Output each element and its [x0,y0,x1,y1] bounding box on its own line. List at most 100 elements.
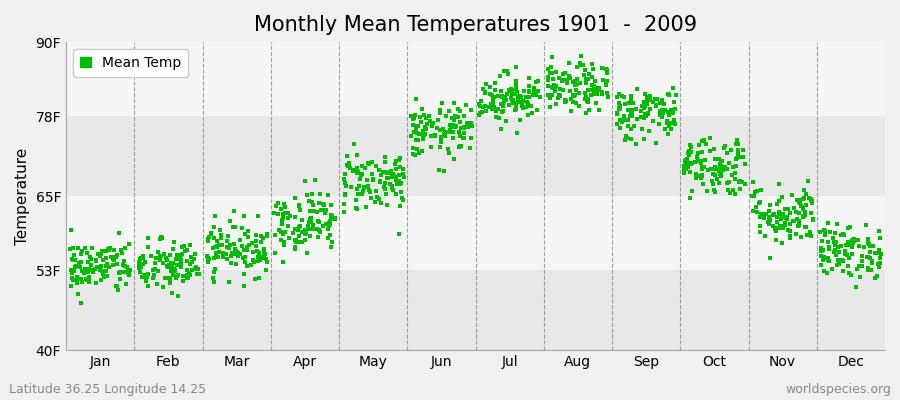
Point [874,251,888,257]
Point [405,116,419,122]
Point [301,222,315,229]
Point [164,263,178,269]
Point [180,275,194,282]
Point [437,129,452,136]
Point [662,109,676,116]
Point [767,211,781,218]
Point [306,208,320,214]
Point [495,109,509,115]
Point [662,92,676,98]
Point [464,106,478,113]
Y-axis label: Temperature: Temperature [15,148,30,245]
Point [133,254,148,261]
Point [690,154,705,160]
Point [585,60,599,67]
Point [405,151,419,157]
Point [176,273,191,280]
Point [115,261,130,268]
Point [796,214,810,220]
Point [325,239,339,246]
Point [228,224,242,230]
Point [174,264,188,270]
Point [733,186,747,192]
Point [753,223,768,230]
Point [649,103,663,110]
Point [389,175,403,181]
Point [643,93,657,99]
Point [424,132,438,139]
Point [624,93,638,99]
Point [472,112,487,118]
Point [416,128,430,134]
Point [758,233,772,240]
Point [703,135,717,141]
Point [433,107,447,113]
Point [558,99,572,106]
Point [180,271,194,278]
Point [90,264,104,270]
Point [368,188,382,194]
Point [698,156,712,163]
Point [281,223,295,230]
Point [94,250,108,257]
Point [694,160,708,166]
Point [314,206,328,213]
Point [514,94,528,100]
Point [516,105,530,111]
Point [207,255,221,262]
Point [873,235,887,241]
Point [814,246,828,252]
Point [340,152,355,159]
Point [488,80,502,86]
Point [790,196,805,203]
Point [153,236,167,242]
Point [75,276,89,282]
Point [276,242,291,248]
Point [447,124,462,130]
Point [93,267,107,274]
Point [436,126,450,133]
Point [451,106,465,112]
Point [417,132,431,138]
Point [415,148,429,154]
Point [785,192,799,198]
Point [498,94,512,100]
Point [392,172,406,179]
Point [624,111,638,117]
Point [806,216,820,222]
Point [533,94,547,100]
Point [182,270,196,276]
Point [137,272,151,279]
Point [355,190,369,197]
Point [169,275,184,281]
Point [431,116,446,123]
Point [422,118,436,124]
Point [857,244,871,250]
Point [185,267,200,273]
Point [590,85,604,91]
Point [486,104,500,110]
Point [163,276,177,282]
Point [482,104,497,110]
Point [431,167,446,173]
Point [73,264,87,270]
Point [545,70,560,76]
Point [506,97,520,104]
Point [716,145,731,151]
Point [220,238,235,244]
Point [372,166,386,173]
Bar [66,42,885,116]
Point [133,269,148,276]
Point [731,147,745,154]
Point [230,252,245,258]
Point [188,251,202,257]
Point [695,172,709,178]
Point [491,105,505,112]
Point [308,177,322,184]
Point [258,256,273,263]
Point [543,70,557,76]
Point [316,202,330,208]
Point [757,215,771,221]
Point [464,122,479,129]
Point [763,217,778,224]
